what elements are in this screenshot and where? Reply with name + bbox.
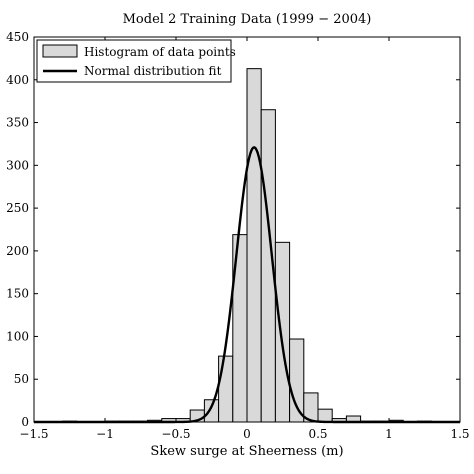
y-tick-label: 350 bbox=[6, 116, 29, 130]
y-tick-label: 400 bbox=[6, 73, 29, 87]
y-tick-label: 100 bbox=[6, 329, 29, 343]
x-tick-label: 1.5 bbox=[450, 427, 469, 441]
y-tick-label: 200 bbox=[6, 244, 29, 258]
y-tick-label: 150 bbox=[6, 287, 29, 301]
histogram-bar bbox=[289, 338, 305, 423]
x-axis-label: Skew surge at Sheerness (m) bbox=[150, 444, 343, 459]
x-axis-ticks: −1.5 −1 −0.5 0 0.5 1 1.5 bbox=[19, 37, 470, 441]
y-tick-label: 250 bbox=[6, 201, 29, 215]
y-tick-label: 450 bbox=[6, 30, 29, 44]
y-axis-ticks: 0 50 100 150 200 250 300 350 400 450 bbox=[6, 30, 460, 429]
x-tick-label: −0.5 bbox=[161, 427, 190, 441]
x-tick-label: −1 bbox=[96, 427, 114, 441]
x-tick-label: −1.5 bbox=[19, 427, 48, 441]
x-tick-label: 0.5 bbox=[308, 427, 327, 441]
histogram-bar bbox=[274, 241, 291, 423]
legend-histogram-label: Histogram of data points bbox=[84, 45, 236, 59]
histogram-bar bbox=[203, 399, 220, 423]
histogram-bar bbox=[246, 68, 262, 423]
y-tick-label: 0 bbox=[21, 415, 29, 429]
legend-fit-label: Normal distribution fit bbox=[84, 64, 222, 78]
y-tick-label: 50 bbox=[14, 372, 29, 386]
legend: Histogram of data points Normal distribu… bbox=[36, 39, 236, 83]
y-tick-label: 300 bbox=[6, 158, 29, 172]
x-tick-label: 1 bbox=[385, 427, 393, 441]
histogram-bar bbox=[317, 408, 333, 423]
x-tick-label: 0 bbox=[243, 427, 251, 441]
legend-histogram-swatch bbox=[42, 44, 78, 58]
chart-title: Model 2 Training Data (1999 − 2004) bbox=[123, 12, 372, 27]
histogram-bar bbox=[218, 355, 234, 423]
